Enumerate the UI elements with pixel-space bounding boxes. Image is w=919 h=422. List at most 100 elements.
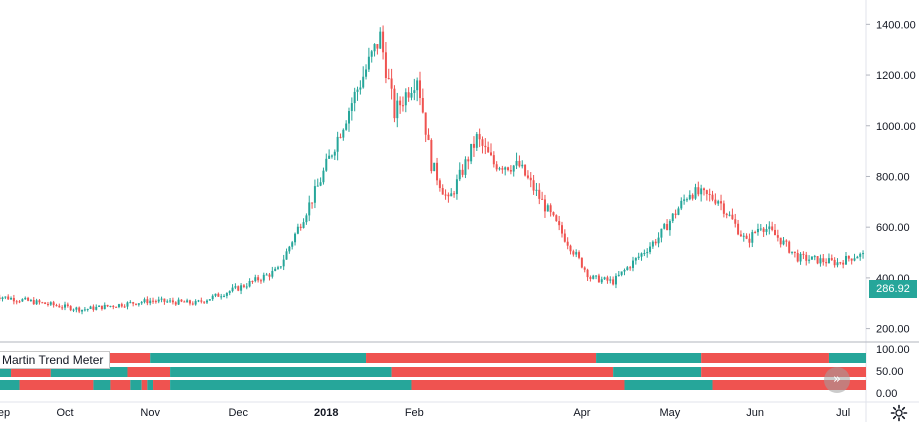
candle-body <box>328 155 331 159</box>
gear-icon[interactable] <box>890 404 908 422</box>
candle-body <box>112 305 115 307</box>
candle-body <box>668 221 671 231</box>
candle-body <box>759 228 762 230</box>
time-tick-label: 2018 <box>314 407 338 419</box>
candle-body <box>606 277 609 281</box>
candle-body <box>401 105 404 107</box>
candle-body <box>779 237 782 245</box>
candle-body <box>106 304 109 307</box>
candle-body <box>825 262 828 264</box>
candle-body <box>237 286 240 291</box>
candle-body <box>206 300 208 303</box>
candle-body <box>436 162 439 181</box>
candle-body <box>92 306 95 310</box>
candle-body <box>697 187 700 195</box>
candle-body <box>228 291 231 294</box>
candle-body <box>274 268 277 271</box>
candle-body <box>203 301 206 303</box>
candle-body <box>597 275 600 283</box>
candle-body <box>302 222 305 228</box>
candle-body <box>365 69 368 77</box>
candle-body <box>674 213 677 215</box>
candle-body <box>666 224 669 231</box>
candle-body <box>833 259 836 266</box>
candle-body <box>725 213 728 216</box>
candle-body <box>748 238 751 243</box>
candle-body <box>444 194 447 196</box>
candle-body <box>379 31 382 49</box>
candle-body <box>850 258 853 261</box>
candle-body <box>563 233 566 242</box>
candle-body <box>188 300 191 304</box>
candle-body <box>785 240 788 242</box>
price-tick-label: 1400.00 <box>876 19 916 31</box>
trend-segment-down <box>391 367 614 377</box>
candle-body <box>208 299 211 301</box>
candle-body <box>137 303 140 305</box>
candle-body <box>183 301 186 303</box>
candle-body <box>685 199 688 201</box>
candle-body <box>225 293 228 296</box>
price-tick-label: 600.00 <box>876 222 910 234</box>
trend-segment-down <box>701 353 829 363</box>
candle-body <box>10 297 13 300</box>
candle-body <box>629 267 632 269</box>
candle-body <box>847 255 850 259</box>
candle-body <box>643 253 646 255</box>
candle-body <box>427 134 430 141</box>
candle-body <box>69 306 72 311</box>
candle-body <box>140 302 143 304</box>
candle-body <box>174 302 177 305</box>
candle-body <box>458 169 461 180</box>
candle-body <box>248 280 251 287</box>
candle-body <box>421 98 424 113</box>
candle-body <box>15 301 18 303</box>
indicator-legend-label[interactable]: Martin Trend Meter <box>0 351 111 369</box>
candle-body <box>543 199 546 212</box>
candle-body <box>245 286 248 288</box>
candle-body <box>277 267 279 269</box>
candle-body <box>0 297 1 299</box>
candle-body <box>231 287 234 292</box>
candle-body <box>100 305 103 310</box>
candle-body <box>330 155 333 157</box>
candle-body <box>103 304 106 310</box>
candle-body <box>1 297 4 299</box>
candle-body <box>859 253 862 257</box>
candle-body <box>688 194 691 200</box>
candle-body <box>220 296 223 298</box>
candle-body <box>265 274 268 276</box>
candle-body <box>771 226 774 230</box>
candle-body <box>64 304 66 308</box>
candle-body <box>691 194 694 199</box>
candle-body <box>109 305 112 307</box>
candle-body <box>41 302 44 304</box>
candle-body <box>370 51 373 57</box>
candle-body <box>135 303 137 305</box>
candle-body <box>322 170 325 183</box>
candle-body <box>89 306 92 309</box>
candle-body <box>813 256 816 258</box>
candle-body <box>481 139 484 146</box>
candle-body <box>123 306 126 308</box>
candle-body <box>546 205 549 212</box>
trend-segment-down <box>153 380 171 390</box>
scroll-to-realtime-button[interactable]: » <box>824 367 850 393</box>
candle-body <box>515 160 518 166</box>
candle-body <box>507 167 510 171</box>
candle-body <box>512 165 515 172</box>
candle-body <box>862 253 865 255</box>
candle-body <box>336 136 339 152</box>
candle-body <box>72 309 75 311</box>
candle-body <box>308 202 311 216</box>
candle-body <box>251 280 254 282</box>
candle-body <box>259 280 262 282</box>
candle-body <box>620 271 623 275</box>
candle-body <box>768 226 771 230</box>
candle-body <box>566 241 569 246</box>
candle-body <box>623 269 626 272</box>
candle-body <box>32 299 35 305</box>
candle-body <box>268 274 271 277</box>
candle-body <box>637 256 640 258</box>
